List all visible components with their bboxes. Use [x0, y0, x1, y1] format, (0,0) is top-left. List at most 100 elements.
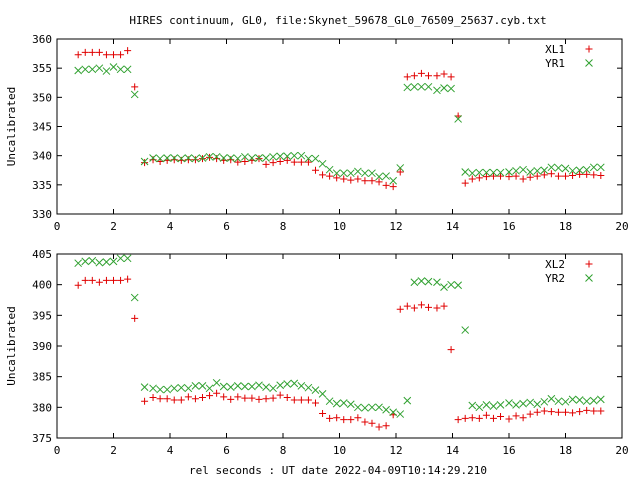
data-point [576, 408, 584, 416]
data-point [354, 175, 362, 183]
data-point [347, 416, 355, 424]
data-point [424, 277, 433, 286]
y-tick-label: 330 [32, 208, 52, 221]
data-point [131, 83, 139, 91]
data-point [496, 168, 505, 177]
data-point [170, 384, 179, 393]
data-point [326, 414, 334, 422]
data-point [389, 176, 398, 185]
data-point [554, 408, 562, 416]
data-point [417, 301, 425, 309]
data-point [269, 384, 277, 393]
data-point [396, 168, 404, 176]
data-point [596, 163, 605, 172]
data-point [156, 395, 164, 403]
data-point [540, 407, 548, 415]
data-point [283, 394, 291, 402]
x-tick-label: 10 [333, 444, 346, 457]
data-point [326, 172, 334, 180]
data-point [389, 183, 397, 191]
data-point [569, 409, 577, 417]
data-point [489, 402, 498, 410]
data-point [461, 326, 470, 334]
data-point [124, 275, 132, 283]
data-point [290, 151, 299, 160]
data-point [262, 383, 270, 391]
data-point [447, 73, 455, 81]
data-point [269, 394, 277, 402]
data-point [297, 396, 305, 404]
data-point [375, 172, 383, 181]
data-point [382, 405, 390, 414]
data-point [482, 401, 491, 409]
data-point [163, 154, 172, 162]
data-point [88, 276, 96, 284]
legend-label: XL1 [545, 43, 565, 56]
data-point [540, 397, 549, 406]
data-point [102, 276, 110, 284]
plot-frame [56, 38, 623, 215]
data-point [424, 72, 432, 80]
data-point [81, 257, 90, 266]
data-point [191, 154, 200, 163]
data-point [283, 152, 292, 161]
data-point [368, 403, 376, 412]
data-point [440, 283, 448, 291]
data-point [554, 172, 562, 180]
data-point [590, 407, 598, 415]
data-point [276, 152, 285, 161]
x-tick-label: 16 [502, 220, 515, 233]
data-point [95, 64, 104, 73]
data-point [497, 172, 505, 180]
data-point [255, 381, 263, 390]
data-point [403, 73, 411, 81]
data-point [184, 154, 193, 162]
data-point [141, 397, 149, 405]
data-point [354, 403, 362, 412]
legend-label: XL2 [545, 258, 565, 271]
data-point [110, 51, 117, 59]
data-point [461, 179, 469, 187]
data-point [433, 278, 441, 287]
data-point [262, 154, 270, 162]
legend-marker [585, 59, 593, 67]
data-point [505, 399, 513, 407]
data-point [554, 397, 563, 406]
data-point [220, 393, 228, 401]
data-point [568, 166, 577, 175]
data-point [519, 414, 527, 422]
legend-marker [585, 260, 593, 268]
data-point [562, 408, 569, 416]
data-point [191, 156, 199, 164]
x-tick-label: 14 [446, 220, 460, 233]
data-point [74, 281, 82, 289]
data-point [576, 170, 584, 178]
data-point [597, 407, 605, 415]
data-point [102, 258, 111, 266]
data-point [547, 163, 556, 172]
data-point [297, 382, 306, 390]
x-tick-label: 4 [167, 220, 174, 233]
data-point [417, 82, 426, 91]
series-YR1 [74, 63, 605, 185]
data-point [389, 408, 398, 417]
data-point [396, 305, 404, 313]
y-tick-label: 345 [32, 121, 52, 134]
data-point [447, 280, 455, 289]
x-axis-label: rel seconds : UT date 2022-04-09T10:14:2… [189, 464, 487, 477]
data-point [368, 419, 376, 427]
data-point [205, 384, 214, 393]
y-axis-label: Uncalibrated [5, 87, 18, 166]
data-point [74, 66, 83, 75]
data-point [304, 383, 313, 392]
x-tick-label: 0 [54, 444, 61, 457]
x-tick-label: 20 [615, 220, 628, 233]
data-point [540, 166, 549, 175]
data-point [417, 69, 425, 77]
data-point [447, 346, 455, 354]
data-point [269, 152, 277, 161]
x-tick-label: 20 [615, 444, 628, 457]
data-point [262, 395, 270, 403]
legend-marker [585, 45, 593, 53]
data-point [123, 65, 132, 74]
